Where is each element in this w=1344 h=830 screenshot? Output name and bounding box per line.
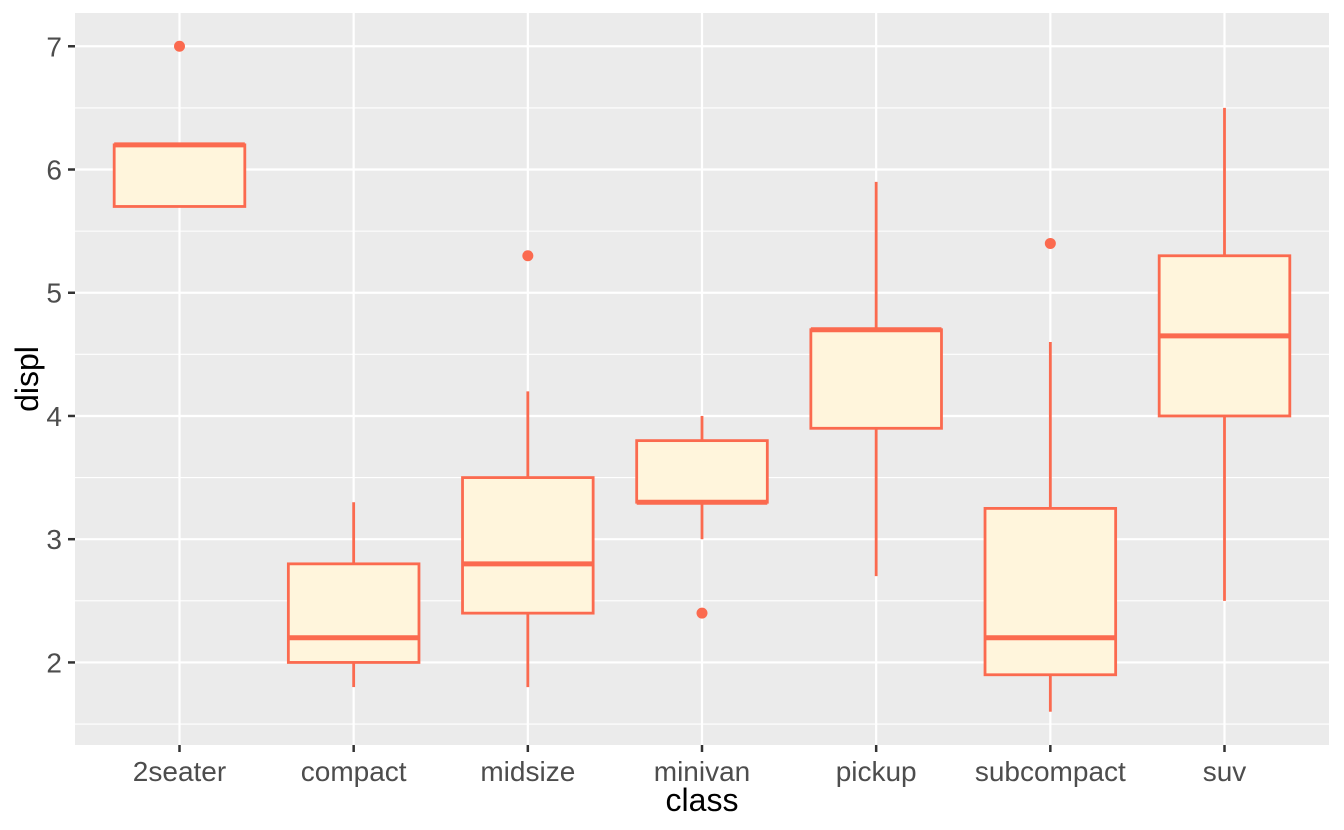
box-2seater xyxy=(112,143,247,208)
y-tick-label: 7 xyxy=(46,31,62,62)
y-tick-label: 6 xyxy=(46,155,62,186)
x-tick-label: minivan xyxy=(654,756,750,787)
box-midsize xyxy=(461,476,595,615)
x-axis-title: class xyxy=(665,782,739,818)
box-compact xyxy=(286,562,421,664)
x-tick-label: suv xyxy=(1203,756,1247,787)
y-tick-label: 2 xyxy=(46,647,62,678)
box-minivan xyxy=(635,439,769,504)
outlier-point-subcompact xyxy=(1044,237,1056,249)
x-tick-label: subcompact xyxy=(975,756,1126,787)
x-tick-label: midsize xyxy=(480,756,575,787)
outlier-point-2seater xyxy=(174,40,185,52)
box-subcompact xyxy=(983,506,1118,677)
x-tick-label: pickup xyxy=(836,756,917,787)
outlier-point-midsize xyxy=(522,250,534,262)
y-tick-label: 4 xyxy=(46,401,62,432)
y-tick-label: 3 xyxy=(46,524,62,555)
x-tick-label: compact xyxy=(301,756,407,787)
outlier-point-minivan xyxy=(696,607,708,619)
x-tick-label: 2seater xyxy=(133,756,226,787)
y-axis-title: displ xyxy=(9,346,45,412)
box-pickup xyxy=(809,328,943,430)
y-tick-label: 5 xyxy=(46,278,62,309)
